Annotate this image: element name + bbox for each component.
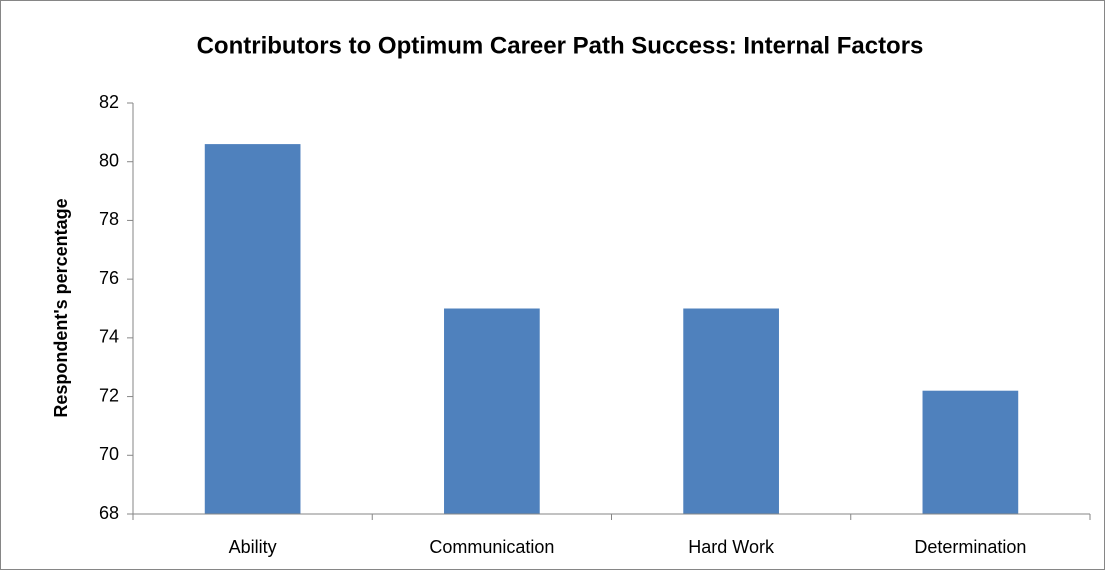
y-tick-label: 68 [99,503,119,523]
y-tick-label: 82 [99,92,119,112]
y-tick-label: 72 [99,385,119,405]
y-tick-label: 76 [99,268,119,288]
x-tick-label: Communication [429,537,554,557]
bar [444,308,540,514]
y-tick-label: 70 [99,444,119,464]
y-axis-label: Respondent's percentage [51,198,71,417]
x-tick-label: Hard Work [688,537,775,557]
y-tick-label: 80 [99,150,119,170]
y-tick-label: 78 [99,209,119,229]
chart-title: Contributors to Optimum Career Path Succ… [197,32,924,59]
x-tick-label: Ability [229,537,277,557]
bar [922,390,1019,514]
y-tick-label: 74 [99,327,119,347]
x-tick-label: Determination [914,537,1026,557]
bar [683,308,779,514]
bar [204,144,301,514]
